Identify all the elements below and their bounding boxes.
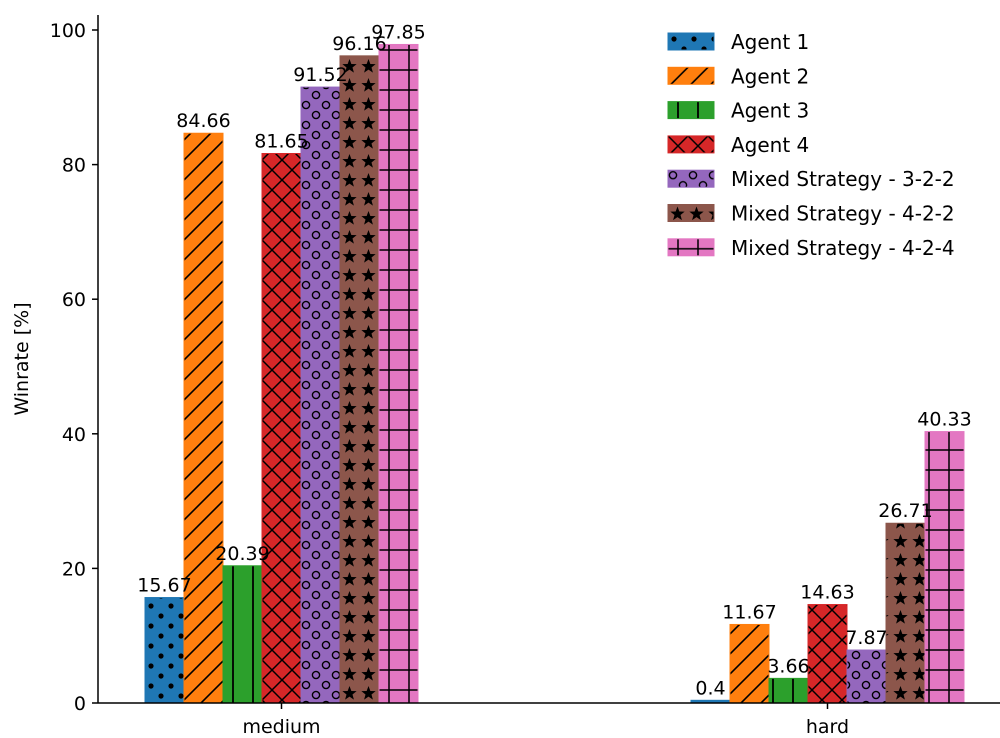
y-tick-label: 80 — [62, 155, 86, 177]
value-label: 96.16 — [332, 33, 386, 55]
legend-swatch — [667, 32, 715, 51]
legend-label: Agent 2 — [731, 64, 809, 88]
value-label: 81.65 — [254, 130, 308, 152]
value-labels-layer: 15.67 0.4 84.66 11.67 20.39 3.66 81.65 14.63 91.… — [137, 21, 971, 699]
value-label: 40.33 — [917, 409, 971, 431]
legend-swatch — [667, 101, 715, 120]
legend-swatch — [667, 204, 715, 222]
bar-mixed-strategy-4-2-4-medium — [378, 43, 419, 704]
value-label: 0.4 — [695, 677, 725, 699]
legend-swatch — [667, 238, 715, 257]
bar-agent-2-medium — [183, 132, 224, 704]
value-label: 3.66 — [767, 655, 809, 677]
y-tick-label: 20 — [62, 558, 86, 580]
bar-agent-2-hard — [729, 623, 770, 704]
bar-mixed-strategy-4-2-2-hard — [885, 522, 926, 704]
bar-agent-3-medium — [222, 565, 263, 704]
legend-label: Agent 4 — [731, 133, 809, 157]
legend-label: Agent 1 — [731, 30, 809, 54]
legend: Agent 1 Agent 2 Agent 3 Agent 4 Mixed Strate… — [667, 30, 955, 260]
legend-swatch — [667, 66, 715, 85]
value-label: 97.85 — [371, 21, 425, 43]
legend-label: Mixed Strategy - 4-2-4 — [731, 236, 955, 260]
y-tick-label: 40 — [62, 424, 86, 446]
bar-agent-4-hard — [807, 604, 848, 704]
value-label: 11.67 — [722, 601, 776, 623]
legend-swatch — [667, 169, 715, 188]
y-tick-label: 0 — [74, 693, 86, 715]
value-label: 15.67 — [137, 575, 191, 597]
value-label: 84.66 — [176, 110, 230, 132]
bar-agent-4-medium — [261, 152, 302, 704]
axes-layer — [97, 15, 1000, 704]
y-tick-label: 60 — [62, 289, 86, 311]
value-label: 91.52 — [293, 64, 347, 86]
value-label: 26.71 — [878, 500, 932, 522]
legend-swatch — [667, 135, 715, 154]
legend-label: Agent 3 — [731, 99, 809, 123]
ticks-layer: 0 20 40 60 80 100 medium hard — [50, 20, 849, 738]
bar-mixed-strategy-4-2-4-hard — [924, 431, 965, 704]
x-tick-label: medium — [242, 716, 320, 738]
legend-label: Mixed Strategy - 3-2-2 — [731, 167, 955, 191]
y-tick-label: 100 — [50, 20, 86, 42]
value-label: 20.39 — [215, 543, 269, 565]
bar-mixed-strategy-3-2-2-hard — [846, 649, 887, 704]
y-axis-label: Winrate [%] — [11, 302, 33, 415]
bar-agent-3-hard — [768, 677, 809, 704]
legend-label: Mixed Strategy - 4-2-2 — [731, 202, 955, 226]
bar-mixed-strategy-3-2-2-medium — [300, 86, 341, 704]
x-tick-label: hard — [806, 716, 849, 738]
bar-agent-1-medium — [144, 597, 185, 704]
value-label: 7.87 — [845, 627, 887, 649]
bar-mixed-strategy-4-2-2-medium — [339, 55, 380, 704]
bars-layer — [144, 43, 965, 704]
value-label: 14.63 — [800, 582, 854, 604]
